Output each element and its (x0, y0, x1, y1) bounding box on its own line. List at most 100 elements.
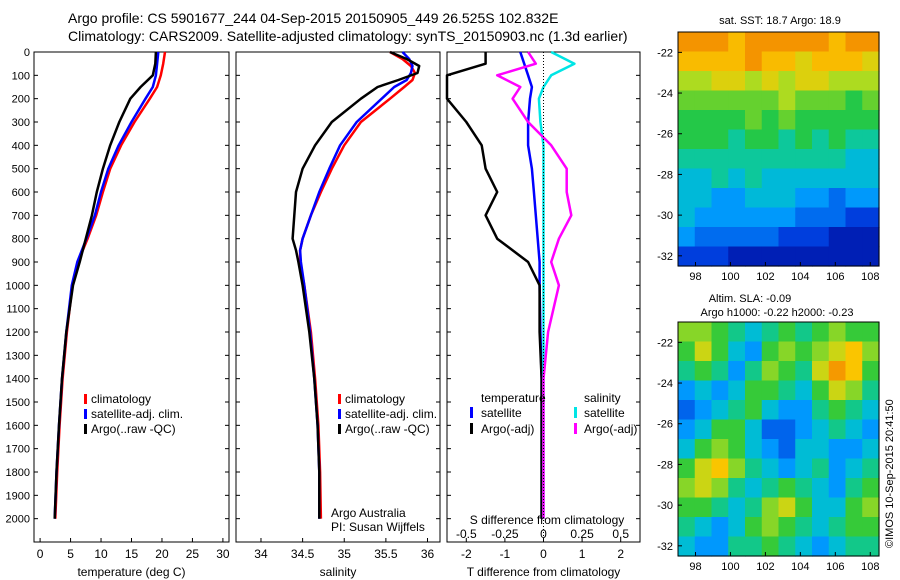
heatmap-cell (711, 32, 729, 53)
difference-legend: temperature salinity satellite Argo(-adj… (470, 391, 637, 436)
legend-swatch-argo (84, 424, 87, 434)
sla-map-title-2: Argo h1000: -0.22 h2000: -0.23 (701, 307, 854, 319)
x-tick-label: 0 (540, 547, 547, 561)
heatmap-cell (778, 478, 796, 499)
heatmap-cell (678, 400, 696, 421)
heatmap-cell (711, 149, 729, 170)
heatmap-cell (845, 71, 863, 92)
credit-line-2: PI: Susan Wijffels (331, 520, 425, 534)
x-tick-label: 25 (186, 547, 200, 561)
x-tick-label: 1 (579, 547, 586, 561)
heatmap-cell (745, 400, 763, 421)
legend-swatch-climatology (84, 394, 87, 404)
heatmap-cell (761, 380, 780, 401)
heatmap-cell (845, 110, 863, 131)
heatmap-cell (828, 246, 847, 267)
heatmap-cell (694, 227, 713, 248)
heatmap-cell (795, 168, 813, 189)
heatmap-cell (812, 458, 830, 479)
heatmap-cell (862, 90, 880, 111)
heatmap-cell (711, 419, 729, 440)
lon-tick-label: 104 (791, 561, 809, 573)
heatmap-cell (745, 246, 763, 267)
y-tick-label: 900 (12, 257, 30, 269)
secondary-x-tick-label: -0.25 (491, 527, 519, 541)
heatmap-cell (678, 517, 696, 538)
heatmap-cell (761, 478, 780, 499)
x-tick-label: 34 (254, 547, 268, 561)
heatmap-cell (678, 168, 696, 189)
credit-line-1: Argo Australia (331, 506, 406, 520)
heatmap-cell (745, 536, 763, 557)
heatmap-cell (828, 341, 847, 362)
heatmap-cell (694, 168, 713, 189)
heatmap-cell (728, 419, 746, 440)
heatmap-cell (778, 536, 796, 557)
heatmap-cell (845, 90, 863, 111)
heatmap-cell (778, 71, 796, 92)
heatmap-cell (778, 188, 796, 209)
heatmap-cell (828, 51, 847, 72)
y-tick-label: 1300 (6, 350, 30, 362)
series-line (495, 51, 573, 519)
heatmap-cell (778, 207, 796, 228)
heatmap-cell (845, 188, 863, 209)
heatmap-cell (862, 168, 880, 189)
series-line (445, 52, 543, 519)
heatmap-cell (678, 227, 696, 248)
y-tick-label: 1100 (6, 304, 30, 316)
heatmap-cell (694, 536, 713, 557)
heatmap-cell (745, 32, 763, 53)
heatmap-cell (761, 168, 780, 189)
heatmap-cell (778, 361, 796, 382)
heatmap-cell (678, 32, 696, 53)
heatmap-cell (728, 517, 746, 538)
heatmap-cell (728, 207, 746, 228)
heatmap-cell (812, 51, 830, 72)
lat-tick-label: -22 (657, 337, 673, 349)
heatmap-cell (778, 32, 796, 53)
heatmap-cell (745, 439, 763, 460)
legend-swatch-satellite (84, 409, 87, 419)
heatmap-cell (862, 32, 880, 53)
heatmap-cell (694, 90, 713, 111)
heatmap-cell (728, 458, 746, 479)
heatmap-cell (678, 341, 696, 362)
legend-swatch-argo (338, 424, 341, 434)
header-line-2: Climatology: CARS2009. Satellite-adjuste… (68, 28, 628, 44)
heatmap-cell (862, 149, 880, 170)
legend-label-satellite: satellite-adj. clim. (91, 407, 183, 421)
lat-tick-label: -28 (657, 169, 673, 181)
heatmap-cell (728, 32, 746, 53)
heatmap-cell (828, 168, 847, 189)
heatmap-cell (694, 458, 713, 479)
heatmap-cell (828, 419, 847, 440)
heatmap-cell (812, 90, 830, 111)
heatmap-cell (795, 149, 813, 170)
heatmap-cell (828, 380, 847, 401)
heatmap-cell (711, 497, 729, 518)
heatmap-cell (761, 71, 780, 92)
heatmap-cell (778, 341, 796, 362)
heatmap-cell (862, 51, 880, 72)
heatmap-cell (778, 439, 796, 460)
heatmap-cell (862, 110, 880, 131)
heatmap-cell (845, 227, 863, 248)
heatmap-cell (845, 458, 863, 479)
heatmap-cell (845, 517, 863, 538)
heatmap-cell (761, 246, 780, 267)
heatmap-cell (761, 536, 780, 557)
legend-title-temperature: temperature (481, 391, 546, 405)
heatmap-cell (745, 227, 763, 248)
heatmap-cell (761, 32, 780, 53)
heatmap-cell (694, 322, 713, 343)
heatmap-cell (711, 322, 729, 343)
heatmap-cell (678, 497, 696, 518)
heatmap-cell (711, 341, 729, 362)
header-line-1: Argo profile: CS 5901677_244 04-Sep-2015… (68, 10, 559, 26)
heatmap-cell (778, 380, 796, 401)
heatmap-cell (795, 207, 813, 228)
legend-label-climatology: climatology (345, 392, 405, 406)
heatmap-cell (761, 439, 780, 460)
x-tick-label: 0 (37, 547, 44, 561)
